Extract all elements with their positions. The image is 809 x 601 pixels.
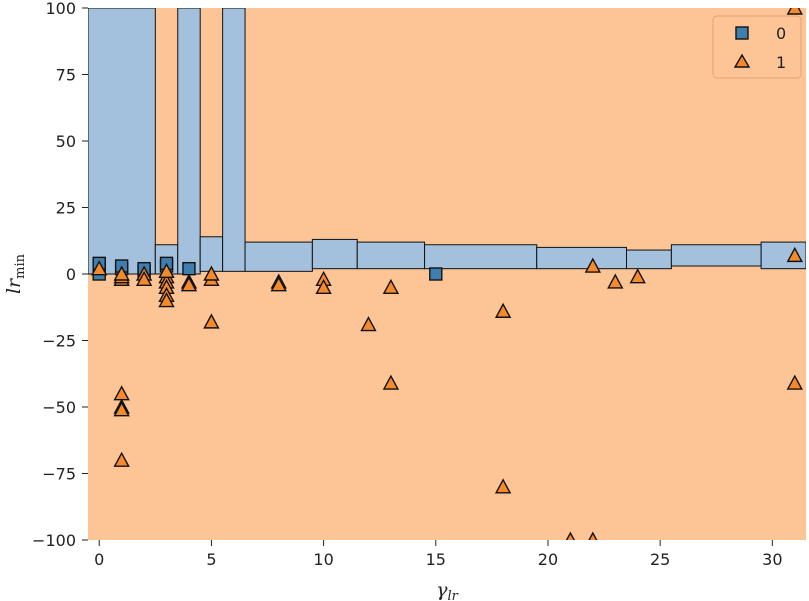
point-class-1-22	[270, 276, 287, 292]
x-tick-label-5: 25	[650, 550, 670, 569]
region-class-0-8	[424, 244, 538, 270]
y-tick-label-7: −75	[42, 465, 76, 484]
data-points	[91, 8, 803, 540]
legend-marker-1	[733, 53, 751, 68]
x-axis-label: γlr	[436, 579, 459, 601]
point-class-1-19	[203, 265, 220, 281]
region-class-0-9	[536, 246, 627, 270]
point-class-1-0	[91, 260, 108, 276]
y-axis-label-sub: min	[13, 253, 28, 278]
point-class-1-15	[158, 262, 175, 279]
legend-marker-0	[735, 26, 749, 40]
region-class-0-10	[626, 249, 672, 270]
point-class-1-33	[607, 273, 624, 289]
point-class-1-7	[113, 451, 130, 467]
region-class-0-6	[311, 238, 358, 270]
point-class-0-10	[429, 267, 443, 281]
x-axis-label-main: γ	[436, 579, 448, 601]
y-axis: 100 75 50 25 0 −25 −50 −75 −100	[32, 0, 88, 550]
x-tick-label-4: 20	[538, 550, 558, 569]
legend: 0 1	[712, 15, 802, 79]
x-axis: 0 5 10 15 20 25 30	[94, 540, 783, 569]
plot-area	[88, 8, 806, 540]
region-class-0-11	[670, 244, 762, 267]
x-tick-label-1: 5	[206, 550, 216, 569]
region-class-0-4	[222, 8, 246, 272]
point-class-1-37	[786, 374, 803, 390]
y-tick-label-5: −25	[42, 332, 76, 351]
x-axis-label-sub: lr	[447, 589, 458, 601]
region-class-0-5	[244, 241, 313, 272]
decision-regions-class-0	[88, 8, 806, 275]
point-class-1-36	[786, 8, 803, 15]
y-axis-label: lrmin	[3, 253, 28, 294]
point-class-1-20	[203, 313, 220, 329]
point-class-1-25	[360, 316, 377, 332]
x-tick-label-3: 15	[426, 550, 446, 569]
legend-label-1: 1	[776, 53, 786, 72]
point-class-1-17	[180, 276, 198, 292]
point-class-1-3	[113, 265, 130, 281]
point-class-1-9	[135, 270, 153, 287]
point-class-0-9	[182, 261, 196, 276]
region-class-0-7	[356, 241, 426, 270]
x-tick-label-6: 30	[762, 550, 782, 569]
point-class-1-28	[494, 302, 512, 318]
point-class-1-32	[584, 257, 602, 273]
point-class-1-6	[113, 401, 130, 417]
y-tick-label-0: 100	[45, 0, 76, 18]
y-tick-label-4: 0	[66, 265, 76, 284]
y-tick-label-8: −100	[32, 531, 76, 550]
y-tick-label-6: −50	[42, 398, 76, 417]
x-tick-label-2: 10	[313, 550, 333, 569]
region-class-0-2	[177, 8, 201, 275]
point-class-1-30	[565, 531, 575, 540]
y-tick-label-3: 25	[56, 199, 76, 218]
legend-frame	[712, 15, 802, 79]
y-axis-label-main: lr	[3, 277, 25, 294]
x-tick-label-0: 0	[94, 550, 104, 569]
region-class-0-0	[88, 8, 156, 275]
point-class-1-35	[786, 246, 803, 263]
point-class-1-14	[158, 292, 175, 308]
legend-label-0: 0	[776, 24, 786, 43]
point-class-1-29	[494, 478, 512, 494]
point-class-1-24	[315, 278, 332, 294]
y-tick-label-2: 50	[56, 132, 76, 151]
point-class-1-26	[382, 278, 400, 294]
point-class-1-34	[629, 268, 646, 284]
point-class-1-27	[382, 374, 400, 390]
point-class-1-31	[588, 531, 598, 540]
y-tick-label-1: 75	[56, 66, 76, 85]
